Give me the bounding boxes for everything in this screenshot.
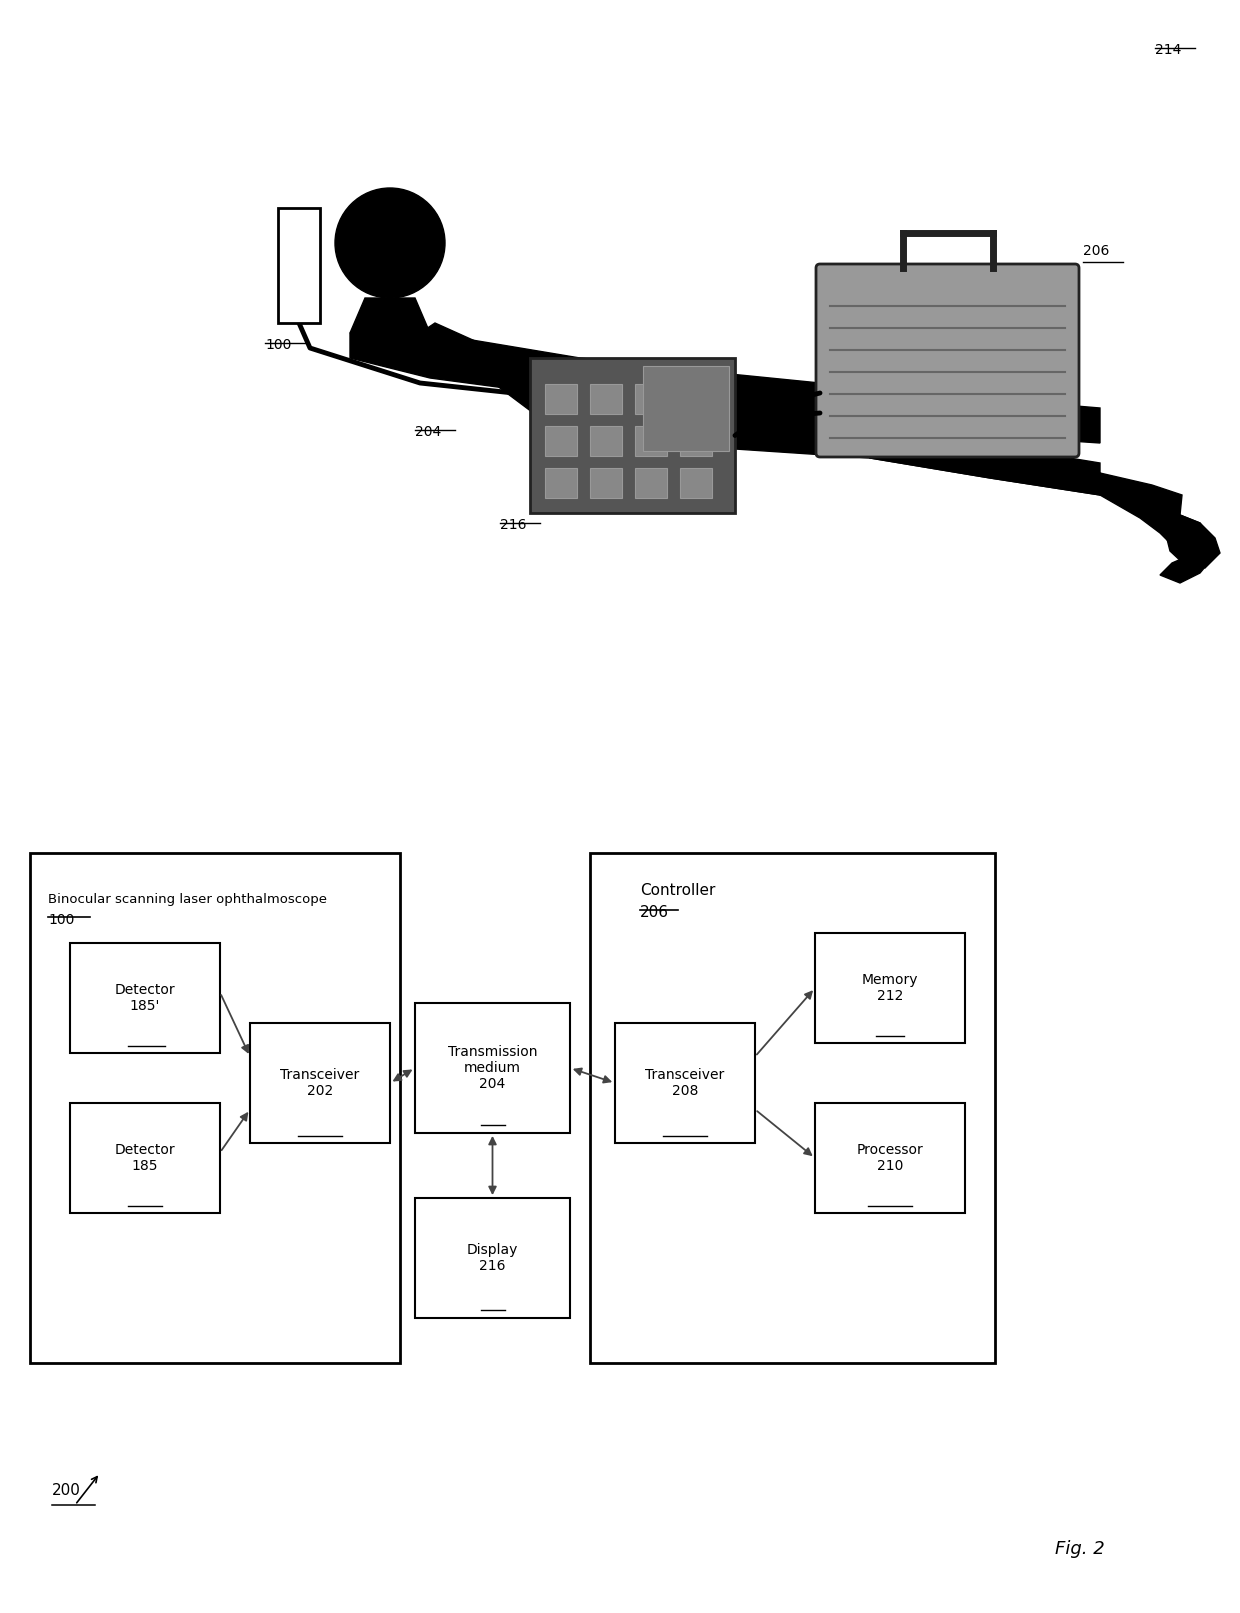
Text: 216: 216 (500, 518, 527, 532)
Bar (680, 468, 712, 498)
Text: 100: 100 (48, 913, 74, 927)
Polygon shape (1100, 473, 1210, 553)
Text: Processor
210: Processor 210 (857, 1144, 924, 1173)
Polygon shape (1159, 539, 1215, 582)
Text: 204: 204 (415, 424, 441, 439)
Bar (250, 1023, 391, 1144)
Bar (546, 384, 577, 415)
Bar (278, 208, 320, 323)
Bar (69, 1103, 219, 1213)
Bar (590, 384, 622, 415)
Bar (30, 853, 401, 1363)
Text: 206: 206 (1083, 244, 1110, 258)
Bar (635, 426, 667, 456)
Bar (590, 426, 622, 456)
Polygon shape (1166, 515, 1220, 568)
Text: Detector
185': Detector 185' (114, 982, 175, 1013)
Text: 200: 200 (52, 1482, 81, 1498)
Bar (590, 853, 994, 1363)
Bar (546, 468, 577, 498)
Bar (615, 1023, 755, 1144)
Bar (590, 468, 622, 498)
Bar (642, 366, 729, 452)
Polygon shape (870, 389, 1100, 495)
Bar (546, 426, 577, 456)
Bar (635, 384, 667, 415)
Bar (815, 1103, 965, 1213)
Text: Transceiver
208: Transceiver 208 (645, 1068, 724, 1098)
Bar (529, 358, 735, 513)
Bar (69, 944, 219, 1053)
Bar (815, 932, 965, 1044)
Text: Controller: Controller (640, 882, 715, 898)
FancyBboxPatch shape (816, 265, 1079, 456)
Circle shape (335, 189, 445, 298)
Polygon shape (350, 298, 430, 332)
Text: Detector
185: Detector 185 (114, 1144, 175, 1173)
Text: Memory
212: Memory 212 (862, 973, 919, 1003)
Text: Transceiver
202: Transceiver 202 (280, 1068, 360, 1098)
Text: Fig. 2: Fig. 2 (1055, 1540, 1105, 1558)
Bar (680, 426, 712, 456)
Polygon shape (870, 424, 1182, 515)
Text: 100: 100 (265, 339, 291, 352)
Text: Transmission
medium
204: Transmission medium 204 (448, 1045, 537, 1092)
Bar (415, 1198, 570, 1318)
Bar (635, 468, 667, 498)
Polygon shape (350, 332, 1100, 444)
Text: 214: 214 (1154, 44, 1182, 56)
Polygon shape (720, 413, 870, 458)
Text: Binocular scanning laser ophthalmoscope: Binocular scanning laser ophthalmoscope (48, 894, 327, 907)
Bar (415, 1003, 570, 1132)
Polygon shape (420, 323, 585, 439)
Bar (680, 384, 712, 415)
Text: Display
216: Display 216 (466, 1244, 518, 1273)
Polygon shape (570, 421, 688, 482)
Text: 206: 206 (640, 905, 670, 919)
